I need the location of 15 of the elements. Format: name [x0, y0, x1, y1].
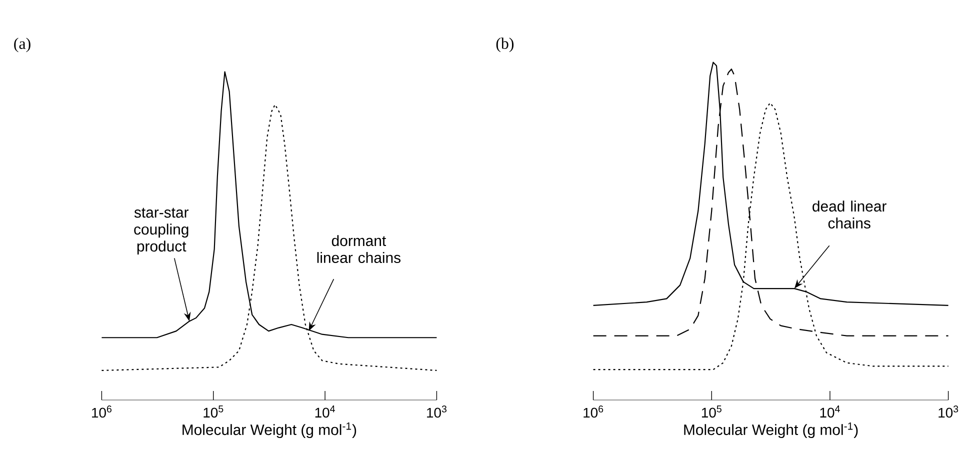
x-tick-label: 10$^{6}$ [584, 406, 604, 418]
chart-title: (b) [496, 38, 514, 52]
x-tick-label: 10$^{5}$ [204, 406, 224, 418]
annotation: dormant linear chains [317, 235, 400, 264]
x-axis-title: Molecular Weight (g mol$^{-1}$) [182, 422, 356, 438]
x-axis-title: Molecular Weight (g mol$^{-1}$) [684, 422, 858, 438]
x-tick-label: 10$^{3}$ [427, 406, 446, 418]
x-tick-label: 10$^{4}$ [315, 406, 335, 418]
x-tick-label: 10$^{6}$ [92, 406, 112, 418]
x-tick-label: 10$^{5}$ [702, 406, 722, 418]
x-tick-label: 10$^{4}$ [820, 406, 840, 418]
chart-title: (a) [14, 38, 30, 52]
annotation: star-star coupling product [134, 208, 189, 255]
x-tick-label: 10$^{3}$ [938, 406, 958, 418]
annotation: dead linear chains [812, 200, 886, 229]
